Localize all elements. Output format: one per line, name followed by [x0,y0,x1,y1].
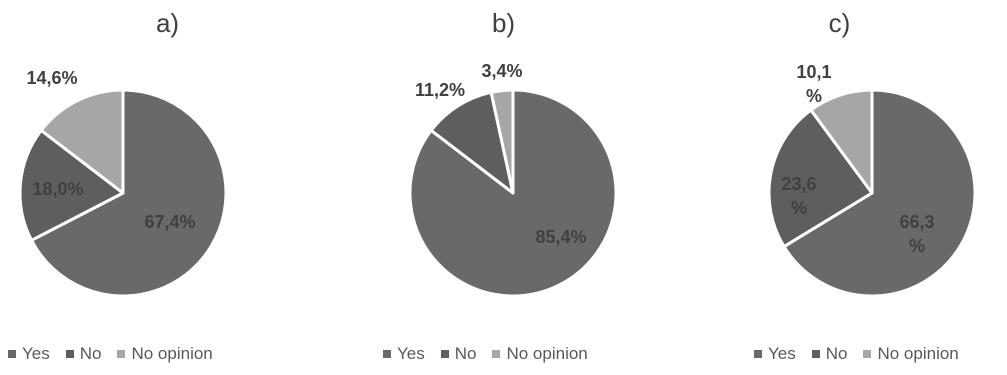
pie-slice-no-opinion [39,88,125,195]
legend-item: No [440,344,477,364]
legend-swatch [754,350,762,358]
legend-swatch [383,350,391,358]
legend-label: No [454,344,477,363]
legend-item: No [65,344,102,364]
legend-item: Yes [754,344,796,364]
pie-panel-b: b) 85,4% 11,2% 3,4% Yes No No opinion [336,0,671,375]
legend-label: No [825,344,848,363]
data-label: 14,6% [26,68,77,88]
data-label: 3,4% [481,61,522,81]
pie-panel-a: a) 67,4% 18,0% 14,6% Yes No No opinion [0,0,335,375]
pie-panel-c: c) 66,3% 23,6% 10,1% Yes No No opinion [672,0,1007,375]
legend-label: Yes [397,344,425,363]
pie-slice-no [18,128,125,242]
legend-label: No opinion [131,344,213,363]
legend-swatch [492,350,501,358]
data-label: 85,4% [535,227,586,247]
chart-title: c) [828,8,851,38]
legend-label: No [79,344,102,363]
legend-swatch [117,350,126,358]
legend-item: No opinion [117,344,213,364]
legend-item: No opinion [863,344,959,364]
legend-label: No opinion [877,344,959,363]
legend-item: Yes [383,344,425,364]
pie-slice-yes [782,88,977,298]
pie-chart: 85,4% 11,2% 3,4% [408,61,618,298]
pie-slice-no-opinion [809,88,874,195]
legend: Yes No No opinion [672,344,1007,364]
legend-item: No opinion [492,344,588,364]
data-label: 11,2% [415,80,465,100]
data-label: 23,6% [781,174,816,218]
pie-slice-yes [408,88,618,298]
legend-swatch [440,350,449,358]
pie-slice-yes [30,88,228,298]
legend: Yes No No opinion [336,344,718,364]
data-label: 18,0% [32,179,83,199]
legend-item: No [811,344,848,364]
legend-label: Yes [768,344,796,363]
data-label: 66,3% [899,212,934,256]
chart-title: a) [155,8,180,38]
chart-title: b) [491,8,516,38]
legend-swatch [65,350,74,358]
legend-label: No opinion [506,344,588,363]
pie-slice-no [767,108,874,249]
pie-slice-no-opinion [489,88,515,195]
legend-swatch [8,350,16,358]
legend: Yes No No opinion [0,344,343,364]
legend-label: Yes [22,344,50,363]
legend-swatch [863,350,872,358]
data-label: 10,1% [796,62,831,106]
pie-chart: 66,3 % 23,6 % 10,1% [767,62,977,298]
legend-swatch [811,350,820,358]
legend-item: Yes [8,344,50,364]
pie-chart: 67,4% 18,0% 14,6% [18,68,228,298]
data-label: 67,4% [144,212,195,232]
